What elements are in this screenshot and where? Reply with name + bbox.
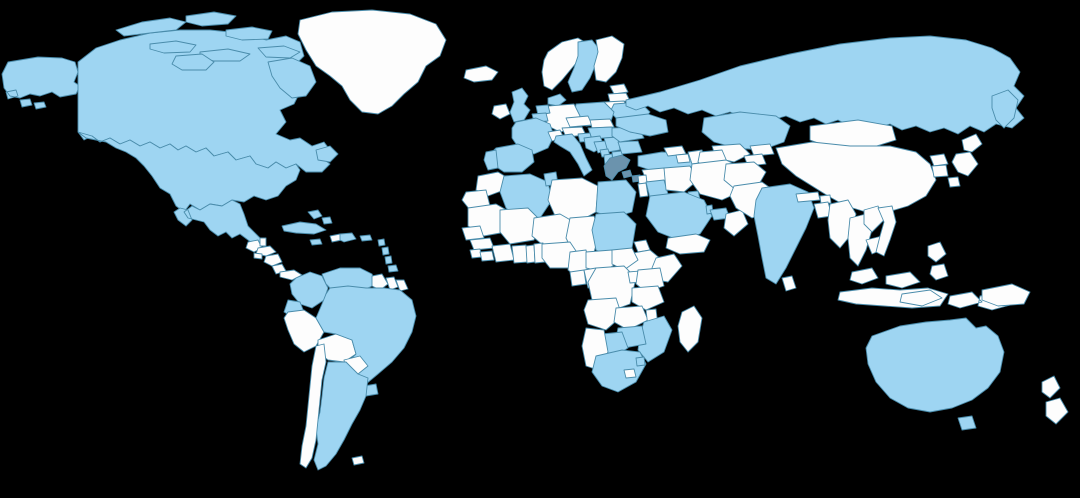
country-canada-arctic-2[interactable] xyxy=(186,12,236,26)
country-egypt[interactable] xyxy=(596,180,636,218)
country-french-guiana[interactable] xyxy=(396,280,408,291)
country-jamaica[interactable] xyxy=(310,239,322,245)
country-slovakia[interactable] xyxy=(590,119,614,128)
country-liberia[interactable] xyxy=(480,251,494,261)
country-japan[interactable] xyxy=(948,134,982,187)
country-philippines[interactable] xyxy=(928,242,948,280)
country-norway[interactable] xyxy=(542,38,588,90)
country-russia[interactable] xyxy=(626,36,1024,134)
country-france[interactable] xyxy=(512,118,554,154)
country-guyana[interactable] xyxy=(372,274,388,290)
country-estonia[interactable] xyxy=(610,84,628,94)
country-chile[interactable] xyxy=(300,344,326,468)
country-trinidad-and-tobago[interactable] xyxy=(388,265,398,272)
country-falkland-islands[interactable] xyxy=(352,456,364,465)
country-mali[interactable] xyxy=(500,208,540,244)
country-malaysia[interactable] xyxy=(850,268,920,288)
country-canada-arctic-1[interactable] xyxy=(116,18,186,36)
country-ivory-coast[interactable] xyxy=(492,244,514,262)
country-kyrgyzstan[interactable] xyxy=(750,144,774,156)
country-indonesia[interactable] xyxy=(838,288,1014,310)
country-canada-baffin[interactable] xyxy=(268,58,316,98)
region-north-america xyxy=(2,10,446,280)
country-madagascar[interactable] xyxy=(678,306,702,352)
region-south-america xyxy=(284,268,416,470)
country-peru[interactable] xyxy=(284,310,324,352)
country-australia[interactable] xyxy=(866,318,1004,412)
country-canada-victoria[interactable] xyxy=(172,54,214,70)
country-papua-new-guinea[interactable] xyxy=(982,284,1030,306)
country-denmark[interactable] xyxy=(548,94,566,106)
country-south-sudan[interactable] xyxy=(612,248,638,270)
country-el-salvador[interactable] xyxy=(254,253,262,259)
country-mongolia[interactable] xyxy=(810,120,896,148)
country-iraq[interactable] xyxy=(664,166,698,192)
country-canada-arctic-3[interactable] xyxy=(226,27,272,40)
country-laos[interactable] xyxy=(864,206,884,232)
country-ireland[interactable] xyxy=(492,104,510,119)
country-togo[interactable] xyxy=(526,245,535,263)
country-canada-arctic-6[interactable] xyxy=(258,46,300,58)
country-zambia[interactable] xyxy=(614,306,648,330)
country-vietnam[interactable] xyxy=(876,206,896,256)
country-nicaragua[interactable] xyxy=(264,254,282,266)
country-tasmania[interactable] xyxy=(958,416,976,430)
country-united-kingdom[interactable] xyxy=(510,88,530,122)
country-dominican-republic[interactable] xyxy=(340,233,356,242)
country-china[interactable] xyxy=(776,142,936,212)
country-portugal[interactable] xyxy=(484,150,498,170)
country-cuba[interactable] xyxy=(282,222,326,234)
country-nepal[interactable] xyxy=(796,192,820,202)
country-angola[interactable] xyxy=(584,298,622,330)
country-gabon[interactable] xyxy=(570,270,586,286)
region-oceania xyxy=(866,318,1068,430)
country-south-korea[interactable] xyxy=(932,165,948,177)
country-eswatini[interactable] xyxy=(636,357,645,366)
country-guinea[interactable] xyxy=(470,238,494,250)
country-sri-lanka[interactable] xyxy=(782,276,796,291)
country-netherlands[interactable] xyxy=(536,105,550,115)
country-saudi-arabia[interactable] xyxy=(646,192,712,240)
country-italy[interactable] xyxy=(554,134,592,176)
region-africa xyxy=(462,172,702,392)
country-new-zealand[interactable] xyxy=(1042,376,1068,424)
country-colombia[interactable] xyxy=(290,272,328,308)
country-united-states[interactable] xyxy=(78,132,300,212)
country-tanzania[interactable] xyxy=(632,286,664,310)
country-canada-newfoundland[interactable] xyxy=(316,146,338,162)
country-czechia[interactable] xyxy=(566,116,592,127)
country-kazakhstan[interactable] xyxy=(702,112,790,150)
country-venezuela[interactable] xyxy=(322,268,376,290)
country-yemen[interactable] xyxy=(666,234,710,254)
country-canada-arctic-4[interactable] xyxy=(150,41,196,53)
country-lesser-antilles[interactable] xyxy=(378,239,392,264)
country-oman[interactable] xyxy=(724,210,748,236)
country-argentina[interactable] xyxy=(314,362,368,470)
country-russia-kamchatka[interactable] xyxy=(992,90,1018,128)
country-greenland[interactable] xyxy=(298,10,446,114)
country-north-korea[interactable] xyxy=(930,154,948,166)
country-alaska[interactable] xyxy=(2,57,80,109)
country-israel[interactable] xyxy=(638,183,648,197)
country-armenia[interactable] xyxy=(676,154,690,163)
country-ghana[interactable] xyxy=(512,245,528,263)
region-asia xyxy=(626,36,1030,310)
country-suriname[interactable] xyxy=(386,277,398,290)
country-lesotho[interactable] xyxy=(624,369,636,378)
country-bahamas[interactable] xyxy=(308,210,332,224)
country-ukraine[interactable] xyxy=(616,114,668,136)
country-finland[interactable] xyxy=(594,36,624,82)
country-south-africa[interactable] xyxy=(592,350,646,392)
country-iceland[interactable] xyxy=(464,66,498,82)
country-senegal[interactable] xyxy=(462,226,484,240)
country-bulgaria[interactable] xyxy=(618,141,642,154)
country-belize[interactable] xyxy=(260,238,266,246)
country-puerto-rico[interactable] xyxy=(360,235,372,241)
